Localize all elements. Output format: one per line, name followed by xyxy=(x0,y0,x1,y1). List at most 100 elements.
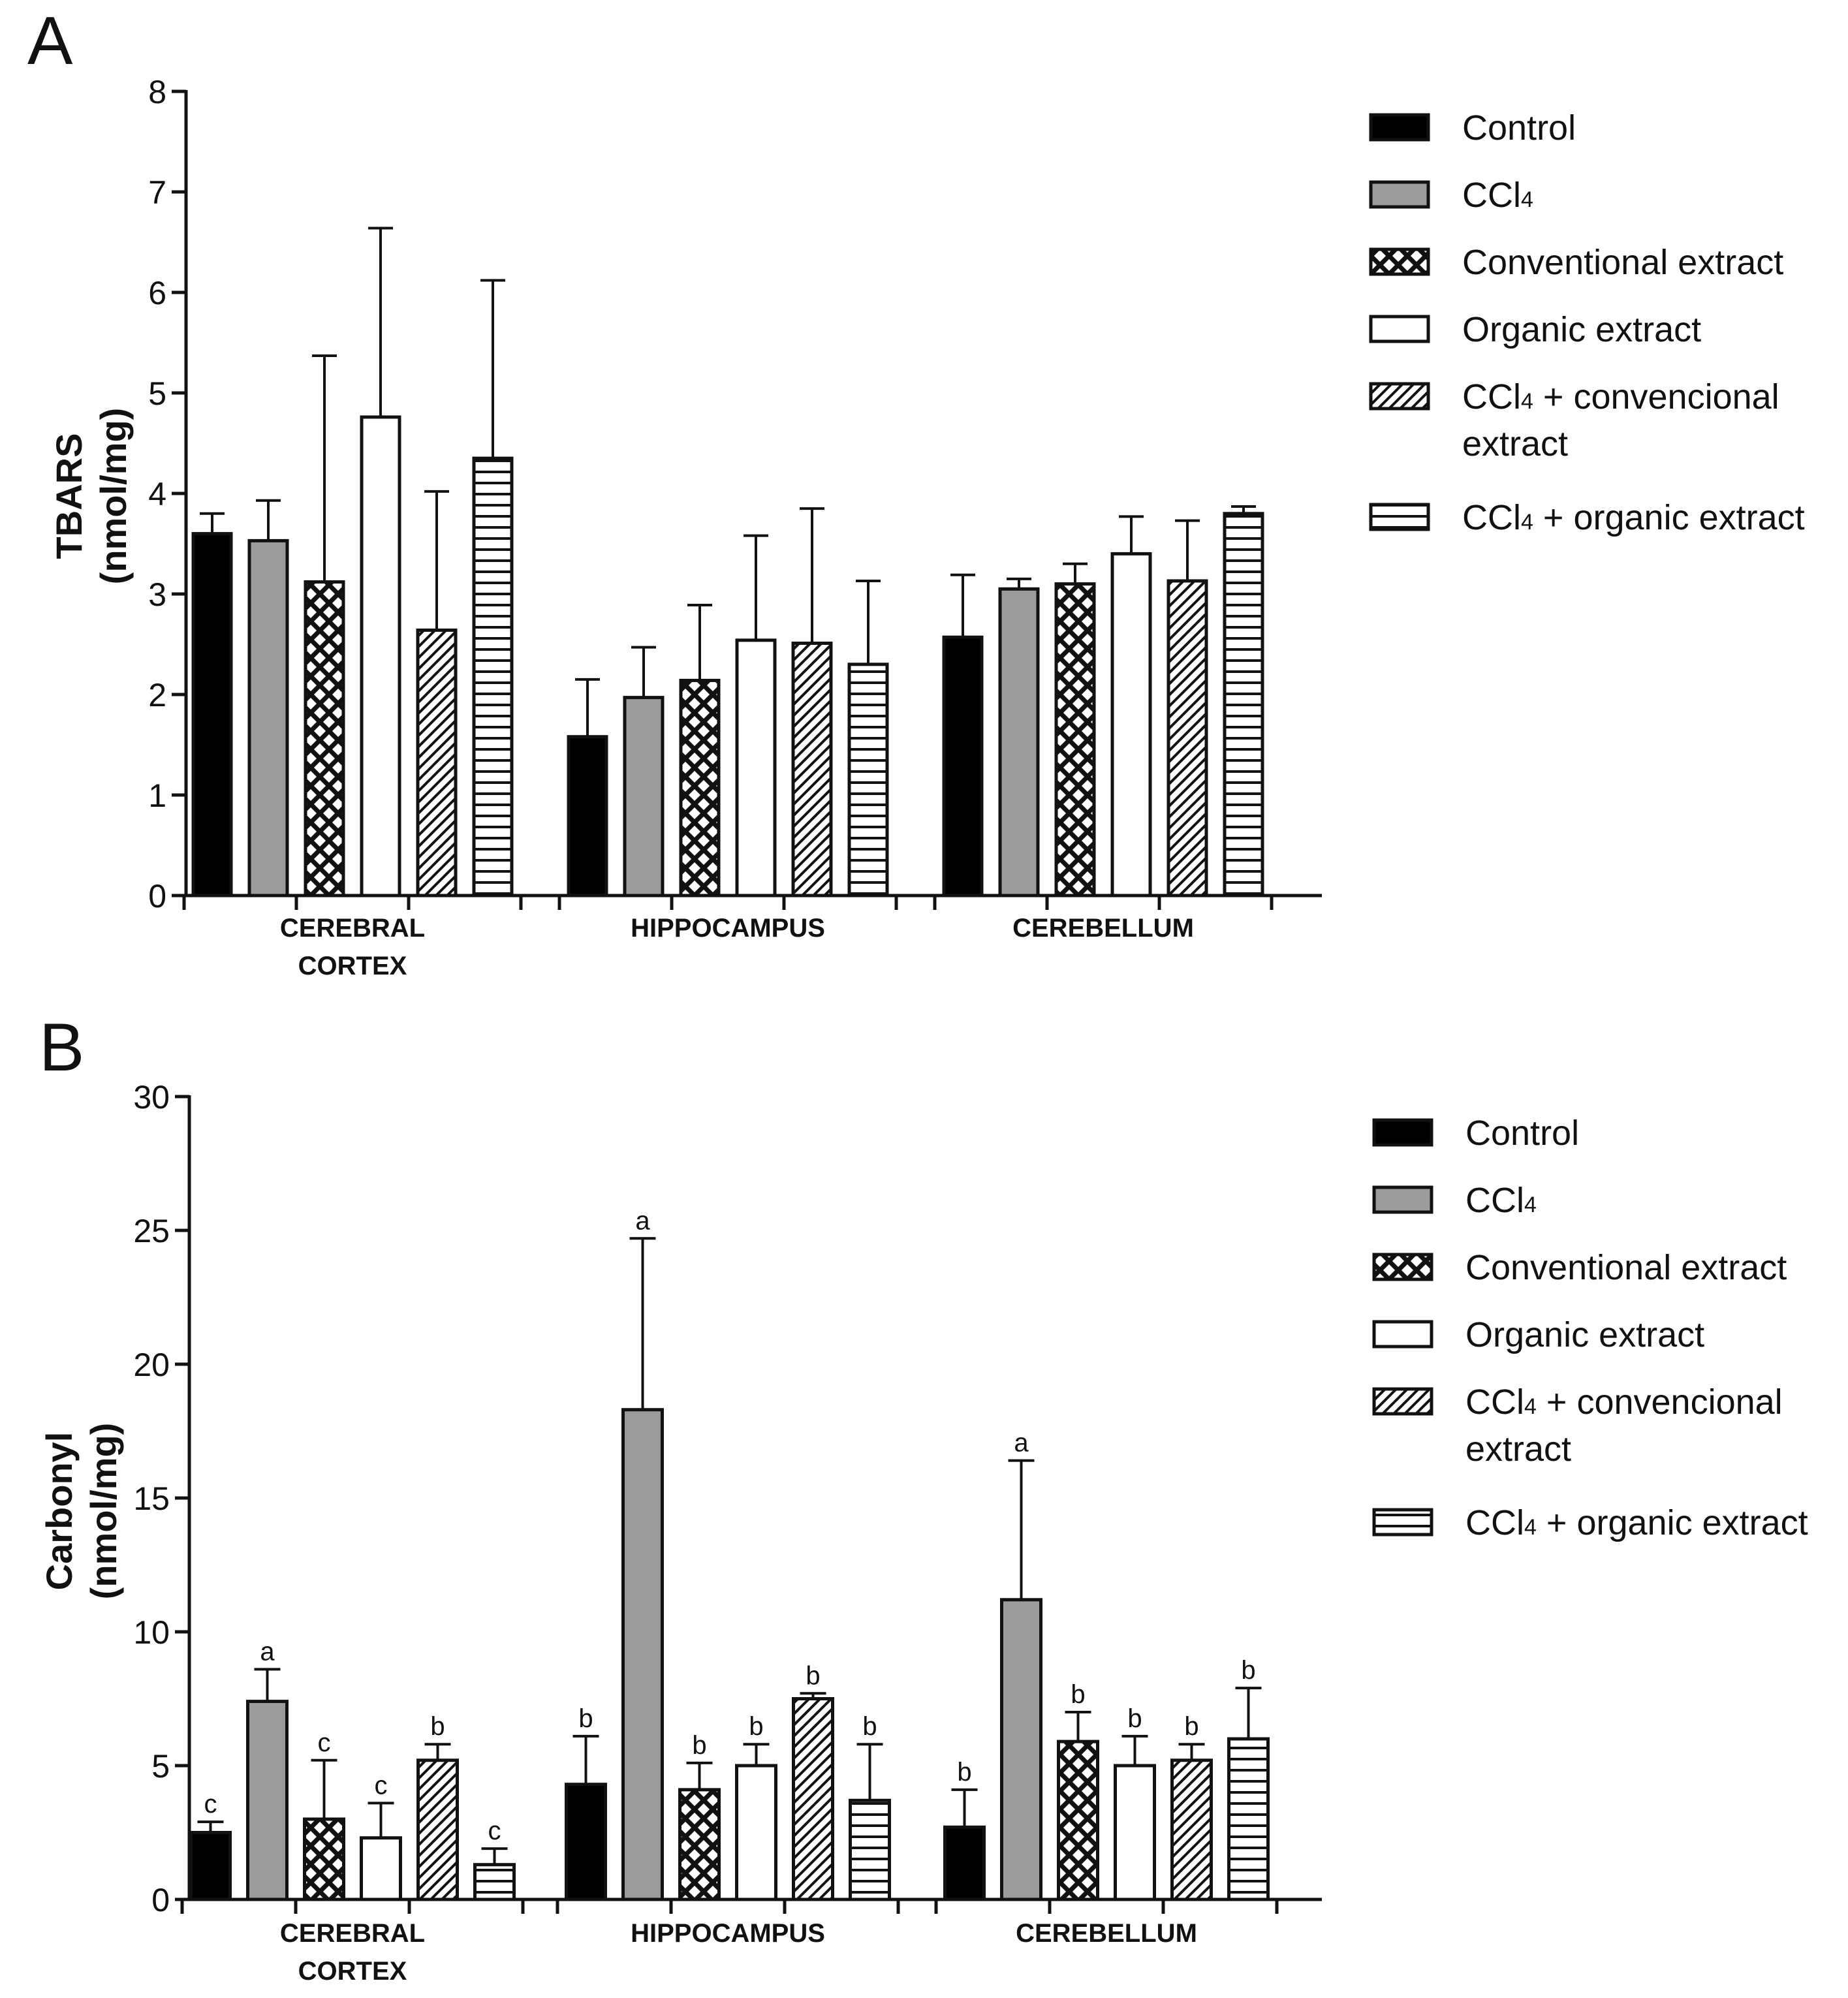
chart1-legend-label-conv: Conventional extract xyxy=(1465,1248,1787,1287)
chart0-legend-label-conv: Conventional extract xyxy=(1462,243,1783,282)
chart0-legend-swatch-ccl4 xyxy=(1369,180,1430,209)
chart1-significance-label: a xyxy=(635,1206,650,1235)
chart1-legend-label-part: 4 xyxy=(1524,1394,1537,1419)
chart1-bar-ccl4-conv xyxy=(1170,1758,1213,1901)
chart1-bar-conv xyxy=(678,1788,721,1901)
chart1-legend-label-ccl4-conv: CCl4 + convencional xyxy=(1465,1382,1783,1422)
chart1-legend-label-part: Organic extract xyxy=(1465,1315,1704,1354)
chart0-y-tick-label: 5 xyxy=(148,375,166,412)
chart1-bar-ccl4 xyxy=(621,1408,664,1901)
chart0-legend-label-part: 4 xyxy=(1521,389,1533,414)
chart1-bar-control xyxy=(943,1825,986,1901)
chart0-category-label: HIPPOCAMPUS xyxy=(631,914,825,943)
chart0-legend-label-part: Control xyxy=(1462,108,1576,148)
chart1-y-axis-label-line: Carbonyl xyxy=(39,1432,80,1591)
chart0-category-label-line: CEREBRAL xyxy=(280,914,425,943)
chart0-y-tick-label: 7 xyxy=(148,174,166,211)
chart0-legend-label-part: + organic extract xyxy=(1533,498,1805,537)
chart1-bar-ccl4-org xyxy=(473,1863,516,1901)
chart0-bar-control xyxy=(942,635,984,898)
chart1-bar-ccl4-conv xyxy=(416,1758,459,1901)
chart1-y-tick-label: 20 xyxy=(133,1347,170,1383)
chart1-legend-label-part: + convencional xyxy=(1537,1382,1783,1422)
chart0-bar-ccl4 xyxy=(998,587,1040,898)
chart0-legend-label-part: + convencional xyxy=(1533,377,1779,416)
chart0-y-tick-label: 6 xyxy=(148,275,166,311)
chart1-y-tick-label: 0 xyxy=(151,1882,170,1918)
chart1-significance-label: b xyxy=(1127,1704,1142,1733)
chart0-legend-label-part: CCl xyxy=(1462,377,1521,416)
chart1-y-axis-label: Carbonyl(nmol/mg) xyxy=(39,1423,124,1600)
chart1-significance-label: b xyxy=(806,1661,820,1690)
chart1-y-tick-label: 10 xyxy=(133,1614,170,1651)
chart1-bar-org xyxy=(735,1764,777,1901)
chart0-category-label: CEREBRAL CORTEX xyxy=(280,914,425,980)
chart0-y-tick-label: 4 xyxy=(148,476,166,512)
chart1-legend-label-part: Control xyxy=(1465,1114,1579,1153)
tbars-chart: 0 1 2 3 4 5 6 7 8 TBARS(nmol/mg) CEREBRAL CORTEX HIP… xyxy=(48,74,1322,980)
chart1-bar-control xyxy=(565,1783,607,1901)
chart0-y-tick-label: 8 xyxy=(148,74,166,110)
chart1-significance-label: c xyxy=(318,1728,331,1757)
chart0-legend-swatch-org xyxy=(1369,315,1430,343)
chart1-legend-label-part: + organic extract xyxy=(1537,1503,1808,1542)
chart1-legend-label-ccl4-org: CCl4 + organic extract xyxy=(1465,1503,1808,1542)
chart1-legend-swatch-control xyxy=(1372,1118,1433,1147)
chart0-bar-conv xyxy=(1054,582,1096,898)
chart0-legend-label-part: Conventional extract xyxy=(1462,243,1783,282)
chart1-legend-label-part: CCl xyxy=(1465,1382,1524,1422)
chart0-y-tick-label: 3 xyxy=(148,576,166,613)
chart0-category-label-line: HIPPOCAMPUS xyxy=(631,914,825,943)
chart0-bar-org xyxy=(1110,552,1152,898)
chart0-legend-swatch-control xyxy=(1369,113,1430,142)
chart0-category-label-line: CEREBELLUM xyxy=(1012,914,1194,943)
chart1-category-label-line: CEREBELLUM xyxy=(1016,1919,1197,1948)
chart1-significance-label: a xyxy=(260,1637,275,1666)
chart1-legend-label-part: 4 xyxy=(1524,1515,1537,1540)
chart0-legend-label-part: 4 xyxy=(1521,510,1533,535)
chart1-legend-swatch-ccl4 xyxy=(1372,1185,1433,1214)
chart1-significance-label: b xyxy=(749,1712,763,1741)
chart0-bar-control xyxy=(191,532,233,898)
chart0-y-axis-label-line: TBARS xyxy=(48,433,89,559)
chart1-legend-swatch-ccl4-org xyxy=(1372,1508,1433,1537)
chart0-legend-swatch-ccl4-conv xyxy=(1369,382,1430,411)
chart0-bar-org xyxy=(735,638,777,898)
chart1-category-label-line: CEREBRAL xyxy=(280,1919,425,1948)
chart1-category-label: HIPPOCAMPUS xyxy=(631,1919,825,1948)
chart0-category-label-line: CORTEX xyxy=(298,952,407,980)
chart1-legend-label-line2: extract xyxy=(1465,1429,1571,1469)
chart1-bar-conv xyxy=(303,1817,345,1901)
chart0-legend-label-ccl4: CCl4 xyxy=(1462,176,1533,215)
chart1-bar-ccl4-conv xyxy=(792,1697,834,1901)
chart1-significance-label: b xyxy=(1071,1680,1085,1709)
chart0-legend-swatch-ccl4-org xyxy=(1369,503,1430,531)
chart1-significance-label: c xyxy=(204,1790,217,1818)
chart1-category-label-line: HIPPOCAMPUS xyxy=(631,1919,825,1948)
chart0-legend-label-part: 4 xyxy=(1521,187,1533,212)
chart1-significance-label: b xyxy=(578,1704,593,1733)
chart1-category-label: CEREBRAL CORTEX xyxy=(280,1919,425,1986)
chart1-bar-control xyxy=(189,1831,232,1901)
chart1-y-tick-label: 25 xyxy=(133,1213,170,1249)
chart0-bar-control xyxy=(567,735,608,898)
chart0-bar-ccl4-conv xyxy=(416,628,458,898)
chart1-bar-ccl4-org xyxy=(849,1798,891,1901)
chart0-legend-label-line2: extract xyxy=(1462,424,1568,463)
panel-letter-a: A xyxy=(27,3,73,79)
chart0-bar-ccl4 xyxy=(623,696,665,898)
chart1-y-tick-label: 5 xyxy=(151,1748,170,1785)
chart0-legend-label-part: CCl xyxy=(1462,498,1521,537)
chart0-legend-label-org: Organic extract xyxy=(1462,310,1701,349)
chart1-bar-ccl4-org xyxy=(1227,1737,1270,1901)
chart1-legend-swatch-ccl4-conv xyxy=(1372,1387,1433,1416)
chart1-significance-label: c xyxy=(488,1817,501,1845)
chart1-legend-label-org: Organic extract xyxy=(1465,1315,1704,1354)
chart1-significance-label: b xyxy=(957,1758,971,1787)
chart1-y-tick-label: 30 xyxy=(133,1079,170,1116)
chart0-legend-label-part: Organic extract xyxy=(1462,310,1701,349)
chart0-legend-label-control: Control xyxy=(1462,108,1576,148)
chart1-significance-label: a xyxy=(1014,1429,1029,1458)
